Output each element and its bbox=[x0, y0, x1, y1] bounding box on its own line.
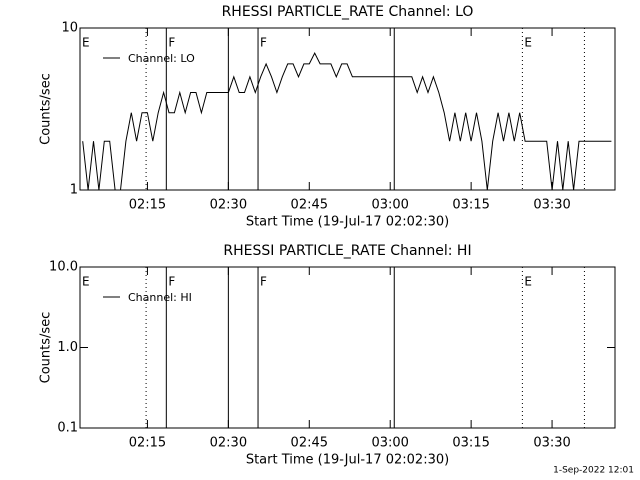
event-label: E bbox=[524, 36, 532, 50]
event-label: F bbox=[260, 36, 267, 50]
legend-label: Channel: LO bbox=[128, 52, 195, 65]
event-label: E bbox=[524, 275, 532, 289]
y-tick-label: 10.0 bbox=[49, 260, 78, 275]
y-tick-label: 1.0 bbox=[57, 340, 78, 355]
x-axis-title: Start Time (19-Jul-17 02:02:30) bbox=[246, 215, 449, 230]
x-tick-label: 03:15 bbox=[452, 436, 489, 451]
x-tick-label: 03:15 bbox=[452, 198, 489, 213]
x-tick-label: 02:15 bbox=[129, 198, 166, 213]
x-axis-title: Start Time (19-Jul-17 02:02:30) bbox=[246, 453, 449, 468]
legend-label: Channel: HI bbox=[128, 291, 192, 304]
x-tick-label: 02:45 bbox=[291, 436, 328, 451]
event-label: F bbox=[168, 36, 175, 50]
x-tick-label: 02:30 bbox=[210, 198, 247, 213]
x-tick-label: 02:30 bbox=[210, 436, 247, 451]
chart-title: RHESSI PARTICLE_RATE Channel: LO bbox=[222, 4, 474, 20]
y-axis-title: Counts/sec bbox=[39, 73, 54, 145]
y-axis-title: Counts/sec bbox=[39, 312, 54, 384]
event-label: F bbox=[260, 275, 267, 289]
footer: 1-Sep-2022 12:01 bbox=[553, 466, 634, 476]
y-tick-label: 1 bbox=[70, 183, 78, 198]
x-tick-label: 03:00 bbox=[371, 436, 408, 451]
x-tick-label: 03:30 bbox=[533, 198, 570, 213]
chart-title: RHESSI PARTICLE_RATE Channel: HI bbox=[223, 243, 471, 259]
x-tick-label: 02:15 bbox=[129, 436, 166, 451]
event-label: E bbox=[82, 275, 90, 289]
data-line bbox=[82, 51, 612, 191]
x-tick-label: 03:00 bbox=[371, 198, 408, 213]
y-tick-label: 10 bbox=[61, 21, 78, 36]
x-tick-label: 03:30 bbox=[533, 436, 570, 451]
event-label: F bbox=[168, 275, 175, 289]
y-tick-label: 0.1 bbox=[57, 421, 78, 436]
event-label: E bbox=[82, 36, 90, 50]
x-tick-label: 02:45 bbox=[291, 198, 328, 213]
